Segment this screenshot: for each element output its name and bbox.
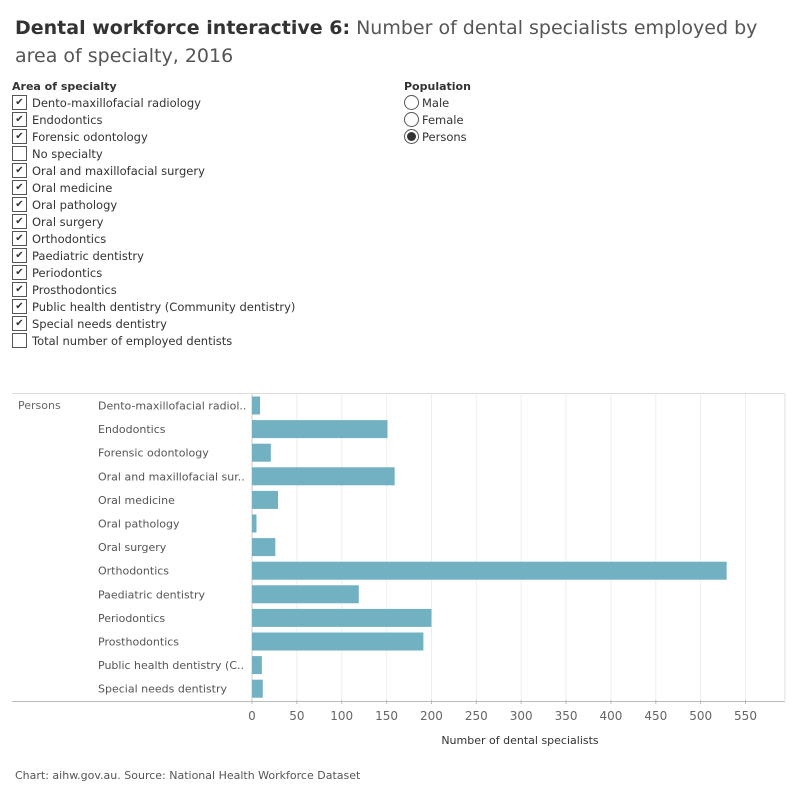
specialty-checkbox-item[interactable]: ✔ Prosthodontics [12,281,295,298]
specialty-checkbox-item[interactable]: ✔ Oral and maxillofacial surgery [12,162,295,179]
checkbox-label: Endodontics [32,112,103,127]
checkbox-label: Dento-maxillofacial radiology [32,95,201,110]
x-tick-label: 100 [330,709,353,723]
x-tick-label: 450 [644,709,667,723]
checkbox-checked[interactable]: ✔ [12,299,27,314]
radio-unselected[interactable] [404,95,419,110]
population-filter-label: Population [404,80,471,93]
checkbox-label: Forensic odontology [32,129,148,144]
x-axis-title: Number of dental specialists [441,734,599,747]
x-tick-label: 400 [599,709,622,723]
specialty-checkbox-item[interactable]: ✔ Forensic odontology [12,128,295,145]
specialty-checkbox-item[interactable]: Total number of employed dentists [12,332,295,349]
checkbox-checked[interactable]: ✔ [12,180,27,195]
x-tick-label: 350 [555,709,578,723]
title-rest: Number of dental specialists employed by… [15,17,758,67]
checkbox-checked[interactable]: ✔ [12,197,27,212]
radio-unselected[interactable] [404,112,419,127]
checkbox-label: Periodontics [32,265,103,280]
checkbox-checked[interactable]: ✔ [12,163,27,178]
x-tick-label: 500 [689,709,712,723]
specialty-checkbox-item[interactable]: ✔ Endodontics [12,111,295,128]
checkbox-label: Paediatric dentistry [32,248,144,263]
checkbox-checked[interactable]: ✔ [12,316,27,331]
checkbox-label: Orthodontics [32,231,107,246]
x-tick-label: 150 [375,709,398,723]
checkbox-checked[interactable]: ✔ [12,265,27,280]
x-tick-label: 0 [248,709,256,723]
checkbox-label: Oral medicine [32,180,113,195]
chart-panel [12,393,785,702]
source-note: Chart: aihw.gov.au. Source: National Hea… [15,769,361,782]
specialty-checkbox-item[interactable]: ✔ Periodontics [12,264,295,281]
checkbox-checked[interactable]: ✔ [12,248,27,263]
specialty-filter: ✔ Dento-maxillofacial radiology ✔ Endodonti… [12,94,295,349]
specialty-checkbox-item[interactable]: ✔ Oral pathology [12,196,295,213]
specialty-filter-label: Area of specialty [12,80,117,93]
radio-label: Persons [422,129,467,144]
specialty-checkbox-item[interactable]: ✔ Oral surgery [12,213,295,230]
checkbox-checked[interactable]: ✔ [12,95,27,110]
x-tick-label: 250 [465,709,488,723]
checkbox-label: Special needs dentistry [32,316,167,331]
radio-label: Female [422,112,464,127]
radio-selected[interactable] [404,129,419,144]
population-radio-item[interactable]: Female [404,111,467,128]
checkbox-checked[interactable]: ✔ [12,112,27,127]
checkbox-label: Oral and maxillofacial surgery [32,163,205,178]
specialty-checkbox-item[interactable]: No specialty [12,145,295,162]
x-tick-label: 550 [734,709,757,723]
checkbox-label: Oral surgery [32,214,104,229]
x-tick-label: 300 [510,709,533,723]
title-bold: Dental workforce interactive 6: [15,17,351,39]
checkbox-checked[interactable]: ✔ [12,282,27,297]
checkbox-label: Prosthodontics [32,282,117,297]
population-filter: Male Female Persons [404,94,467,145]
population-radio-item[interactable]: Persons [404,128,467,145]
specialty-checkbox-item[interactable]: ✔ Paediatric dentistry [12,247,295,264]
specialty-checkbox-item[interactable]: ✔ Orthodontics [12,230,295,247]
x-tick-label: 200 [420,709,443,723]
specialty-checkbox-item[interactable]: ✔ Special needs dentistry [12,315,295,332]
checkbox-label: No specialty [32,146,103,161]
checkbox-label: Total number of employed dentists [32,333,233,348]
checkbox-checked[interactable]: ✔ [12,129,27,144]
checkbox-checked[interactable]: ✔ [12,231,27,246]
specialty-checkbox-item[interactable]: ✔ Oral medicine [12,179,295,196]
x-tick-label: 50 [289,709,304,723]
checkbox-unchecked[interactable] [12,333,27,348]
page-title: Dental workforce interactive 6: Number o… [15,14,790,70]
specialty-checkbox-item[interactable]: ✔ Public health dentistry (Community dent… [12,298,295,315]
population-radio-item[interactable]: Male [404,94,467,111]
radio-label: Male [422,95,450,110]
checkbox-unchecked[interactable] [12,146,27,161]
checkbox-label: Public health dentistry (Community denti… [32,299,296,314]
specialty-checkbox-item[interactable]: ✔ Dento-maxillofacial radiology [12,94,295,111]
checkbox-checked[interactable]: ✔ [12,214,27,229]
checkbox-label: Oral pathology [32,197,118,212]
